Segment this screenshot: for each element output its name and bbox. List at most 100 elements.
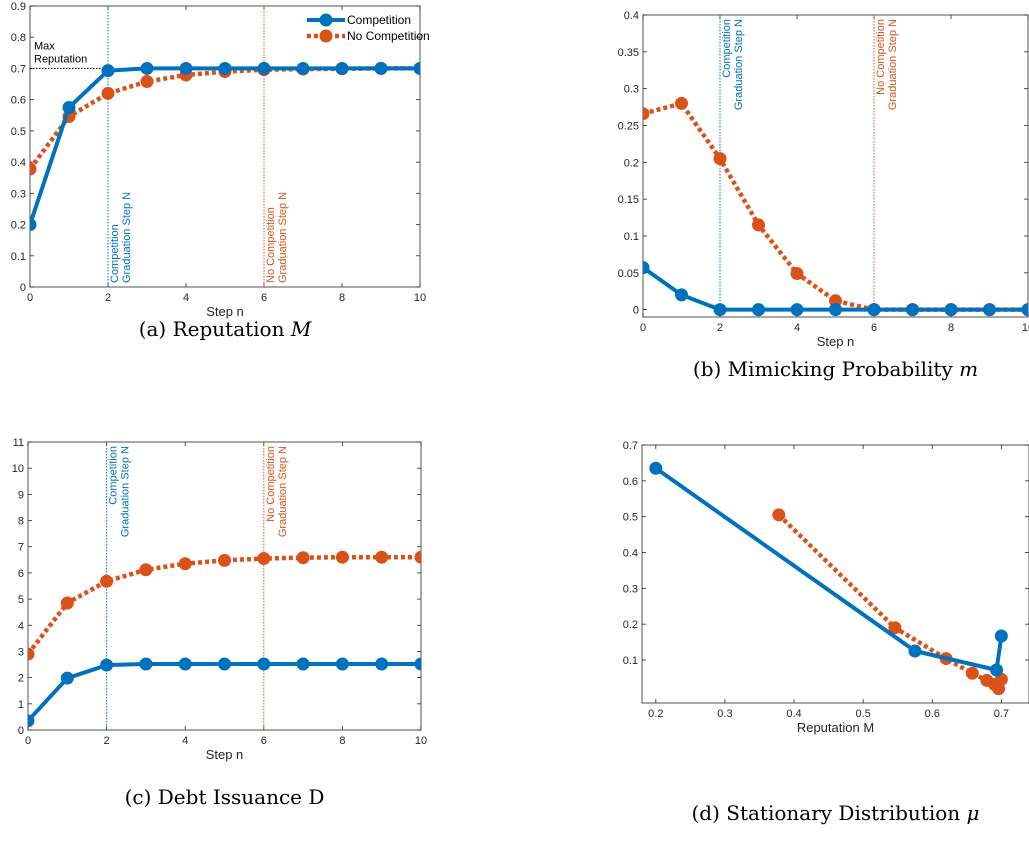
- panel-caption-text: (a) Reputation: [139, 317, 291, 341]
- data-point-competition: [1021, 303, 1028, 317]
- data-point-no_competition: [790, 267, 804, 281]
- plot-area: [30, 61, 420, 232]
- data-point-competition: [179, 61, 193, 75]
- x-tick-label: 10: [414, 292, 426, 304]
- data-point-no_competition: [414, 550, 421, 564]
- data-point-no_competition: [888, 621, 902, 635]
- panel-caption-text: (d) Stationary Distribution: [691, 801, 966, 825]
- x-tick-label: 0.6: [925, 708, 940, 720]
- x-tick-label: 8: [948, 322, 954, 334]
- data-point-no_competition: [675, 96, 688, 110]
- graduation-label-line: Competition: [108, 446, 120, 505]
- y-tick-label: 0.7: [11, 63, 26, 75]
- x-tick-label: 4: [794, 322, 800, 334]
- data-point-no_competition: [100, 574, 114, 588]
- data-point-competition: [752, 303, 765, 317]
- data-point-no_competition: [28, 647, 35, 661]
- x-tick-label: 0.5: [855, 708, 870, 720]
- graduation-label-line: Graduation Step N: [733, 19, 745, 110]
- x-tick-label: 0.7: [994, 708, 1009, 720]
- series-line-competition: [30, 66, 420, 226]
- x-tick-label: 0: [640, 322, 646, 334]
- graduation-label-competition: Competition Graduation Step N: [108, 446, 132, 537]
- data-point-competition: [944, 303, 958, 317]
- data-point-no_competition: [772, 508, 786, 522]
- data-point-competition: [139, 657, 153, 671]
- y-tick-label: 0: [633, 305, 639, 317]
- x-tick-label: 6: [261, 735, 267, 747]
- x-tick-label: 10: [1022, 322, 1029, 334]
- graduation-label-line: Graduation Step N: [121, 192, 133, 283]
- y-tick-label: 0.1: [11, 251, 26, 263]
- data-point-competition: [908, 644, 922, 658]
- y-tick-label: 0.4: [623, 548, 638, 560]
- data-point-competition: [257, 657, 271, 671]
- panel-caption-text: (c) Debt Issuance D: [125, 785, 325, 809]
- x-tick-label: 0: [27, 292, 33, 304]
- x-axis-label: Step n: [817, 334, 855, 349]
- data-point-no_competition: [752, 218, 765, 232]
- series-line-no_competition: [30, 66, 420, 171]
- y-tick-label: 8: [18, 516, 24, 528]
- y-tick-label: 0.3: [11, 188, 26, 200]
- data-point-competition: [990, 663, 1004, 677]
- x-axis-label: Step n: [206, 747, 244, 762]
- y-tick-label: 0.3: [624, 84, 639, 96]
- axes-box: [642, 14, 1029, 318]
- panel-caption-symbol: μ: [967, 801, 980, 825]
- data-point-competition: [829, 303, 842, 317]
- data-point-no_competition: [139, 563, 153, 577]
- x-tick-label: 6: [871, 322, 877, 334]
- panel-caption-symbol: m: [959, 357, 978, 381]
- y-tick-label: 6: [18, 568, 24, 580]
- y-tick-label: 0.6: [623, 476, 638, 488]
- data-point-competition: [218, 657, 231, 671]
- data-point-competition: [218, 61, 232, 75]
- y-tick-label: 0.8: [11, 32, 26, 44]
- data-point-competition: [675, 288, 688, 302]
- panel-caption-text: (b) Mimicking Probability: [693, 357, 959, 381]
- data-point-no_competition: [218, 553, 231, 567]
- y-tick-label: 0.7: [623, 440, 638, 452]
- graduation-label-line: No Competition: [875, 19, 887, 95]
- y-tick-label: 4: [18, 620, 24, 632]
- panel-caption: (a) Reputation M: [139, 317, 312, 341]
- data-point-competition: [413, 61, 420, 75]
- legend-label-no-competition: No Competition: [347, 29, 430, 43]
- y-tick-label: 1: [18, 699, 24, 711]
- graduation-label-competition: Competition Graduation Step N: [109, 192, 133, 283]
- y-tick-label: 7: [18, 542, 24, 554]
- legend: Competition No Competition: [307, 13, 430, 43]
- data-point-competition: [643, 261, 650, 275]
- series-line-competition: [28, 662, 421, 723]
- y-tick-label: 0: [20, 282, 26, 294]
- data-point-no_competition: [30, 162, 37, 176]
- plot-area: [28, 550, 421, 728]
- data-point-competition: [62, 100, 76, 114]
- legend-marker-competition: [319, 13, 333, 27]
- y-tick-label: 3: [18, 646, 24, 658]
- y-tick-label: 9: [18, 489, 24, 501]
- x-tick-label: 8: [339, 292, 345, 304]
- data-point-competition: [30, 218, 37, 232]
- data-point-competition: [60, 671, 74, 685]
- x-tick-label: 0.2: [648, 708, 663, 720]
- x-tick-label: 0: [25, 735, 31, 747]
- graduation-label-no_competition: No Competition Graduation Step N: [265, 446, 289, 537]
- data-point-competition: [28, 714, 35, 728]
- x-tick-label: 2: [105, 292, 111, 304]
- y-tick-label: 0.25: [618, 120, 639, 132]
- data-point-no_competition: [965, 666, 979, 680]
- graduation-label-line: Graduation Step N: [887, 19, 899, 110]
- y-tick-label: 0.9: [11, 1, 26, 13]
- axes-box: [27, 441, 422, 731]
- y-tick-label: 0.2: [11, 220, 26, 232]
- series-line-competition: [654, 466, 1004, 672]
- chart-panel-d: 0.2 0.3 0.4 0.5 0.6 0.7 0.1 0.2 0.3 0.4 0.5 0.6 0.7 R…: [623, 440, 1029, 825]
- x-tick-label: 0.4: [786, 708, 801, 720]
- y-tick-label: 0.35: [618, 47, 639, 59]
- data-point-no_competition: [713, 152, 727, 166]
- data-point-competition: [713, 303, 727, 317]
- graduation-label-no_competition: No Competition Graduation Step N: [265, 192, 289, 283]
